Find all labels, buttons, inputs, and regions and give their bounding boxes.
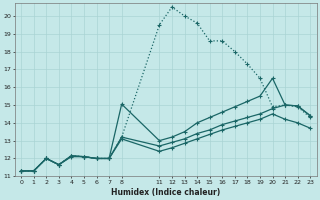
X-axis label: Humidex (Indice chaleur): Humidex (Indice chaleur) [111,188,220,197]
